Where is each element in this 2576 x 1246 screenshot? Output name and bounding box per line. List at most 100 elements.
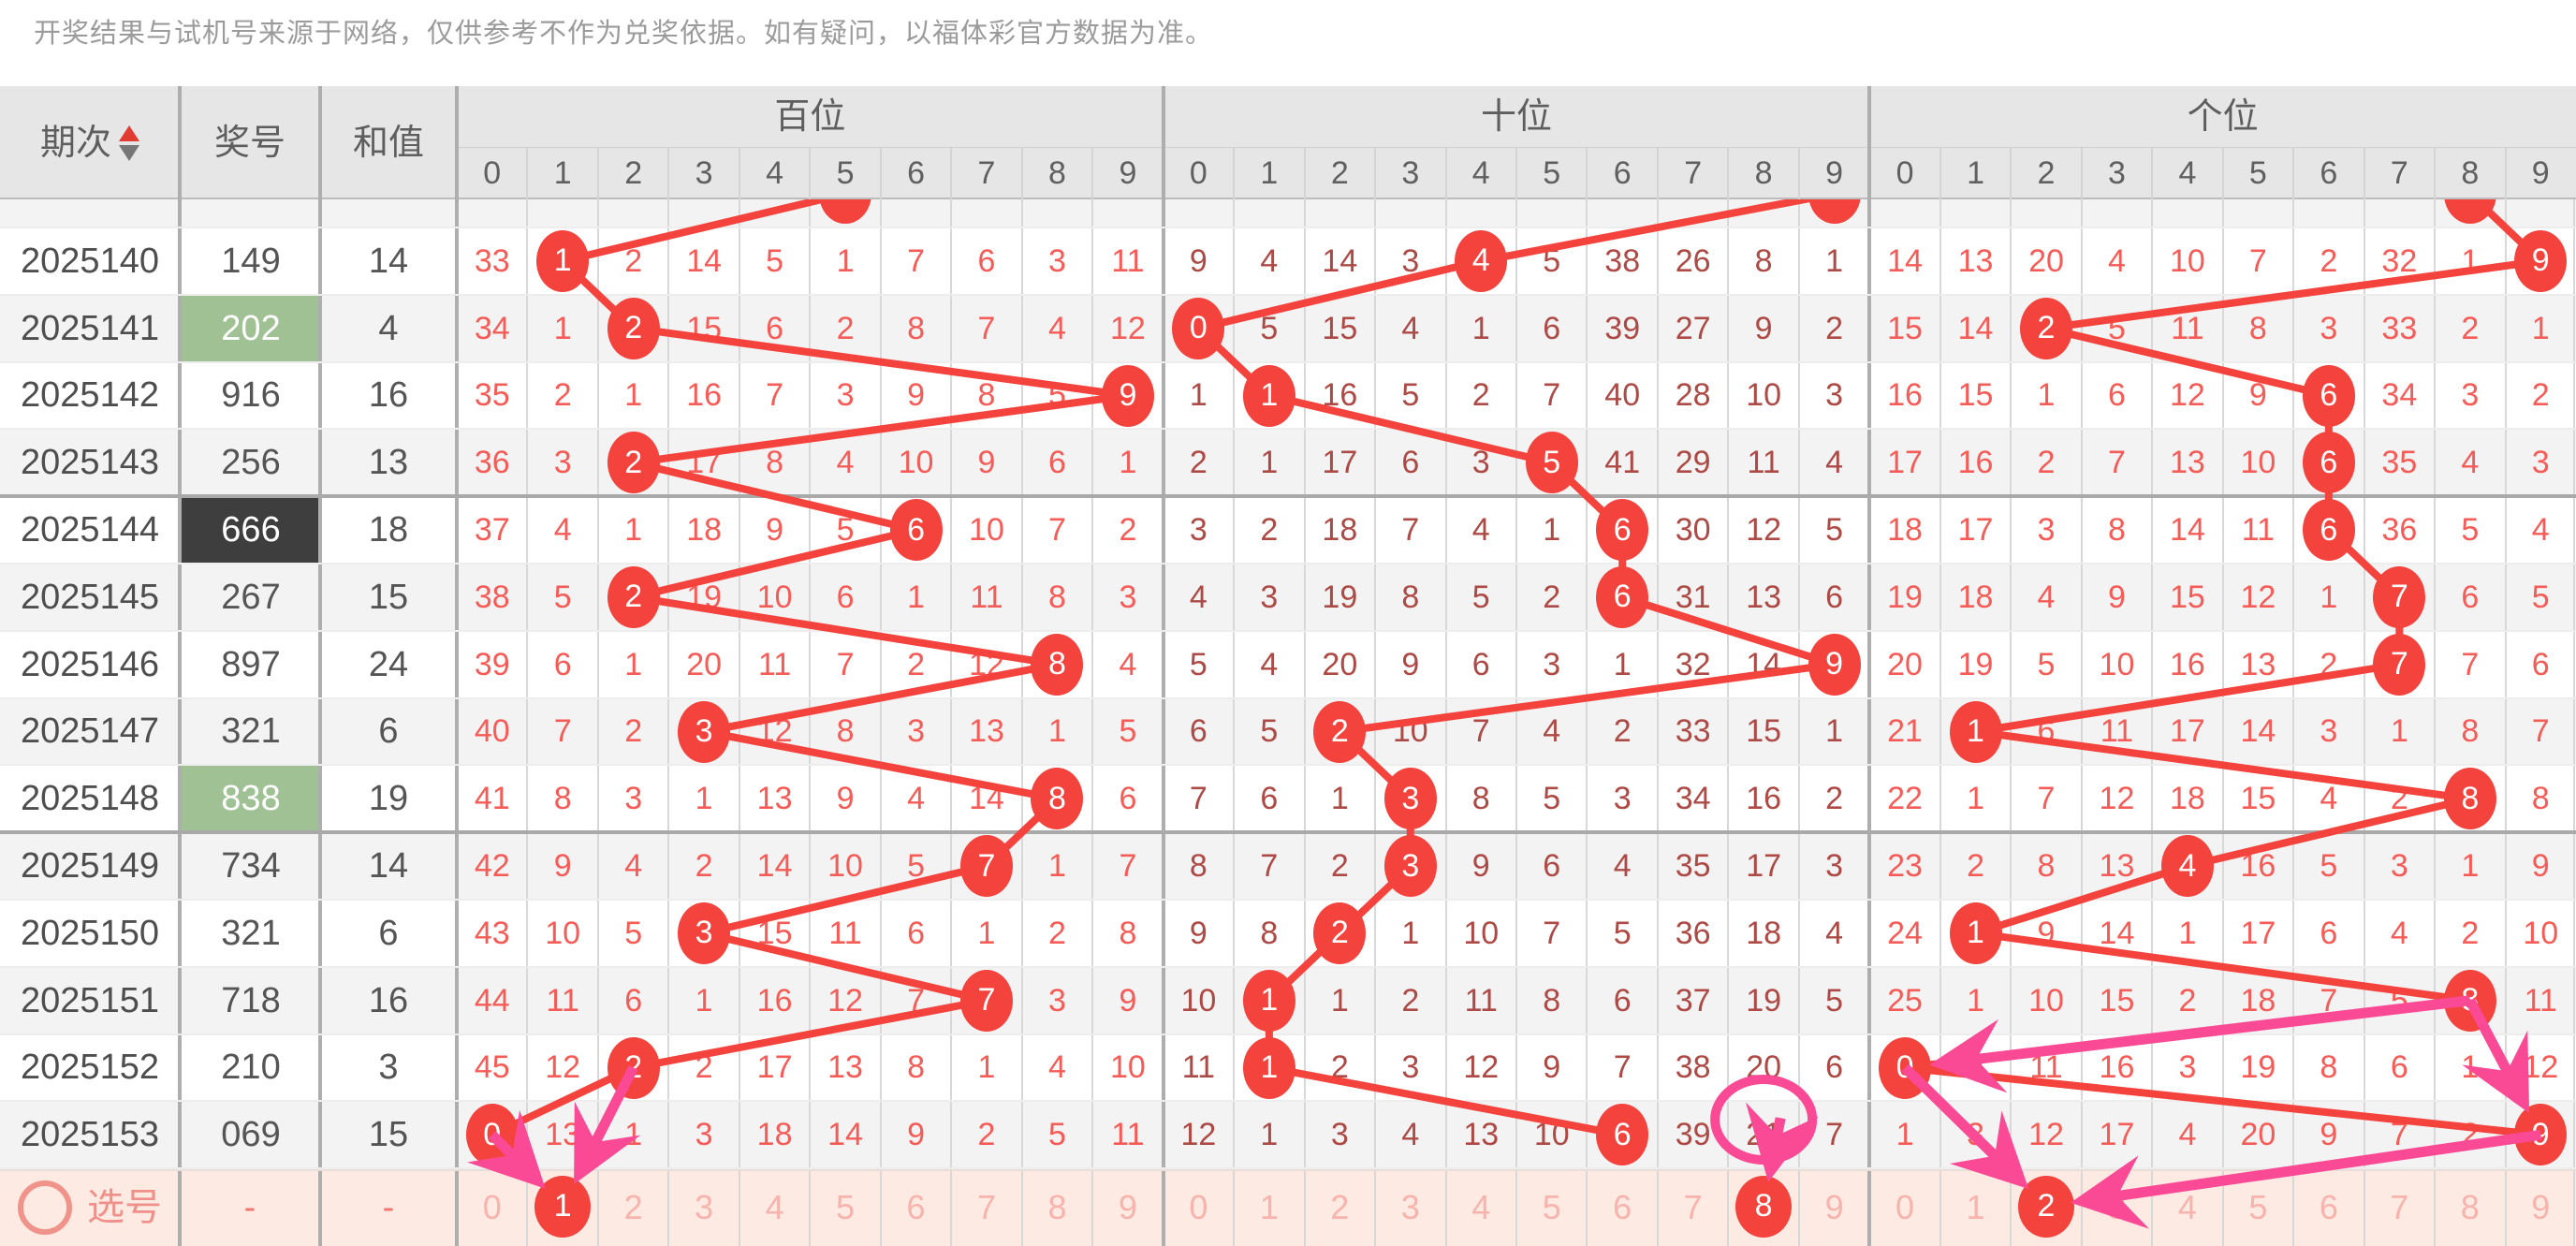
sum-cell: 16 xyxy=(368,375,409,416)
select-digit-cell[interactable]: 1 xyxy=(1259,1187,1279,1226)
miss-count-cell: 33 xyxy=(2381,310,2418,346)
miss-count-cell: 36 xyxy=(1675,915,1711,951)
miss-count-cell: 3 xyxy=(1048,982,1066,1019)
select-row-label-text: 选号 xyxy=(87,1186,162,1228)
period-cell: 2025144 xyxy=(21,510,159,550)
miss-count-cell: 3 xyxy=(553,445,572,481)
select-digit-cell[interactable]: 4 xyxy=(1471,1187,1491,1226)
miss-count-cell: 5 xyxy=(2037,646,2056,682)
miss-count-cell: 9 xyxy=(1401,646,1420,682)
hit-circle: 8 xyxy=(1031,633,1084,696)
miss-count-cell: 7 xyxy=(1119,848,1137,885)
miss-count-cell: 10 xyxy=(1746,377,1782,414)
column-header-number: 奖号 xyxy=(213,123,285,163)
hit-circle: 4 xyxy=(1455,229,1508,292)
radio-circle-icon[interactable] xyxy=(18,1180,72,1235)
select-digit-cell[interactable]: 9 xyxy=(1118,1187,1137,1226)
miss-count-cell: 9 xyxy=(2531,848,2550,885)
miss-count-cell: 6 xyxy=(2320,915,2338,951)
miss-count-cell: 5 xyxy=(1189,646,1208,682)
digit-header-cell: 6 xyxy=(1613,155,1632,191)
miss-count-cell: 1 xyxy=(2320,579,2338,615)
miss-count-cell: 16 xyxy=(1957,445,1994,481)
miss-count-cell: 7 xyxy=(2320,982,2338,1019)
miss-count-cell: 14 xyxy=(1322,242,1358,279)
select-row-label[interactable]: 选号 xyxy=(0,1168,180,1246)
select-digit-cell[interactable]: 7 xyxy=(1683,1187,1703,1226)
section-header-bai: 百位 xyxy=(774,96,846,137)
select-digit-cell[interactable]: 6 xyxy=(906,1187,926,1226)
miss-count-cell: 17 xyxy=(2099,1117,2135,1153)
select-digit-cell[interactable]: 2 xyxy=(1330,1187,1350,1226)
hit-circle: 2 xyxy=(1313,902,1367,964)
select-digit-cell[interactable]: 6 xyxy=(1613,1187,1632,1226)
select-digit-cell[interactable]: 0 xyxy=(1189,1187,1208,1226)
miss-count-cell: 2 xyxy=(2320,242,2338,279)
sum-cell: 16 xyxy=(368,980,409,1020)
header-vline-major xyxy=(1161,86,1165,199)
selected-digit-circle[interactable]: 8 xyxy=(1735,1175,1793,1238)
select-digit-cell[interactable]: 7 xyxy=(2390,1187,2409,1226)
hit-circle: 5 xyxy=(1525,432,1578,494)
grid-vline-minor xyxy=(2573,199,2575,1246)
winning-number-cell: 897 xyxy=(221,644,281,684)
miss-count-cell: 5 xyxy=(1119,713,1137,750)
select-digit-cell[interactable]: 4 xyxy=(2177,1187,2197,1226)
sort-toggle-icon[interactable] xyxy=(119,125,139,161)
select-digit-cell[interactable]: 8 xyxy=(1047,1187,1067,1226)
miss-count-cell: 9 xyxy=(1754,310,1773,346)
select-digit-cell[interactable]: 5 xyxy=(836,1187,856,1226)
hit-circle: 7 xyxy=(960,969,1013,1032)
select-digit-cell[interactable]: 5 xyxy=(2248,1187,2268,1226)
select-digit-cell[interactable]: 3 xyxy=(1400,1187,1420,1226)
hit-circle: 6 xyxy=(1596,565,1649,628)
select-digit-cell[interactable]: 5 xyxy=(1542,1187,1561,1226)
miss-count-cell: 12 xyxy=(2170,377,2205,414)
miss-count-cell: 6 xyxy=(2531,646,2550,682)
selected-digit-circle[interactable]: 1 xyxy=(534,1175,592,1238)
select-digit-cell[interactable]: 7 xyxy=(976,1187,996,1226)
miss-count-cell: 6 xyxy=(1048,445,1066,481)
miss-count-cell: 11 xyxy=(1464,982,1498,1019)
miss-count-cell: 17 xyxy=(1957,512,1994,549)
miss-count-cell: 1 xyxy=(1401,915,1420,951)
select-digit-cell[interactable]: 0 xyxy=(1895,1187,1915,1226)
grid-hline xyxy=(0,1169,2576,1171)
section-header-shi: 十位 xyxy=(1480,96,1552,137)
miss-count-cell: 2 xyxy=(907,646,925,682)
miss-count-cell: 15 xyxy=(1322,310,1358,346)
select-digit-cell[interactable]: 3 xyxy=(2107,1187,2127,1226)
miss-count-cell: 2 xyxy=(2390,781,2408,817)
select-digit-cell[interactable]: 6 xyxy=(2319,1187,2338,1226)
miss-count-cell: 40 xyxy=(1604,377,1641,414)
miss-count-cell: 18 xyxy=(1746,915,1782,951)
period-cell: 2025141 xyxy=(21,308,159,348)
miss-count-cell: 12 xyxy=(2523,1049,2559,1086)
miss-count-cell: 14 xyxy=(1957,310,1994,346)
selected-digit-circle[interactable]: 2 xyxy=(2017,1175,2074,1238)
miss-count-cell: 5 xyxy=(1543,781,1561,817)
miss-count-cell: 32 xyxy=(2381,242,2418,279)
miss-count-cell: 21 xyxy=(1746,1117,1782,1153)
miss-count-cell: 6 xyxy=(1613,982,1632,1019)
select-digit-cell[interactable]: 9 xyxy=(2531,1187,2551,1226)
miss-count-cell: 1 xyxy=(1189,377,1208,414)
select-digit-cell[interactable]: 2 xyxy=(623,1187,643,1226)
miss-count-cell: 1 xyxy=(2037,377,2056,414)
select-digit-cell[interactable]: 4 xyxy=(765,1187,784,1226)
digit-header-cell: 2 xyxy=(1330,155,1349,191)
miss-count-cell: 5 xyxy=(553,579,572,615)
hit-circle: 3 xyxy=(678,902,731,964)
miss-count-cell: 4 xyxy=(1119,646,1137,682)
miss-count-cell: 19 xyxy=(1746,982,1782,1019)
select-digit-cell[interactable]: 9 xyxy=(1824,1187,1844,1226)
miss-count-cell: 6 xyxy=(1471,646,1490,682)
select-digit-cell[interactable]: 0 xyxy=(482,1187,502,1226)
miss-count-cell: 3 xyxy=(1401,1049,1420,1086)
select-digit-cell[interactable]: 1 xyxy=(1966,1187,1985,1226)
select-digit-cell[interactable]: 8 xyxy=(2460,1187,2480,1226)
hit-circle: 9 xyxy=(2514,229,2568,292)
select-digit-cell[interactable]: 3 xyxy=(695,1187,714,1226)
miss-count-cell: 2 xyxy=(1260,512,1279,549)
sort-asc-icon xyxy=(119,125,139,141)
